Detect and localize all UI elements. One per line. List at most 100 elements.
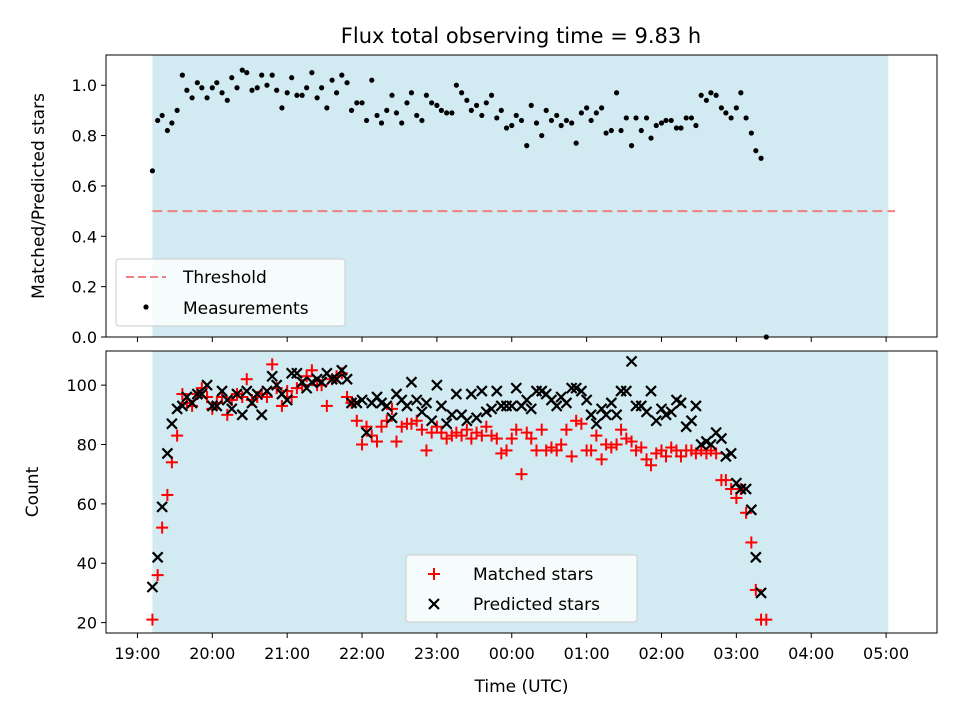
predicted-star-point bbox=[685, 414, 698, 427]
measurement-point bbox=[738, 90, 744, 96]
predicted-star-point bbox=[326, 373, 338, 385]
measurement-point bbox=[599, 105, 605, 111]
predicted-star-point bbox=[266, 370, 278, 383]
matched-star-point bbox=[665, 441, 678, 454]
predicted-star-point bbox=[470, 412, 483, 424]
matched-star-point bbox=[590, 429, 603, 442]
measurement-point bbox=[643, 115, 650, 121]
matched-star-point bbox=[380, 414, 393, 427]
matched-star-point bbox=[555, 438, 568, 451]
matched-star-point bbox=[600, 438, 613, 451]
predicted-star-point bbox=[476, 385, 488, 397]
predicted-star-point bbox=[255, 409, 268, 421]
matched-star-point bbox=[515, 468, 528, 481]
measurement-point bbox=[155, 117, 161, 124]
measurement-point bbox=[304, 85, 310, 91]
count-panel: 20 40 60 80 100 19:00 20:00 21:00 22:00 23:00 00:… bbox=[23, 350, 938, 697]
y-tick-label: 0.6 bbox=[72, 177, 97, 196]
predicted-star-point bbox=[640, 406, 653, 418]
x-tick-label: 20:00 bbox=[189, 644, 235, 663]
matched-star-point bbox=[540, 444, 553, 457]
matched-star-point bbox=[455, 429, 468, 442]
matched-star-point bbox=[620, 432, 633, 445]
matched-star-point bbox=[415, 423, 428, 436]
matched-star-point bbox=[525, 432, 538, 445]
predicted-star-point bbox=[176, 400, 189, 412]
measurement-point bbox=[693, 122, 699, 129]
measurement-point bbox=[174, 107, 180, 113]
matched-star-point bbox=[395, 420, 408, 433]
measurement-point bbox=[333, 90, 340, 96]
predicted-star-point bbox=[231, 388, 243, 400]
measurement-point bbox=[414, 112, 420, 119]
measurement-point bbox=[423, 92, 430, 98]
matched-star-point bbox=[290, 382, 303, 395]
measurement-point bbox=[254, 85, 260, 91]
predicted-star-point bbox=[341, 373, 353, 385]
measurement-point bbox=[638, 127, 644, 134]
predicted-star-point bbox=[510, 382, 523, 394]
x-tick-label: 05:00 bbox=[863, 644, 909, 663]
measurement-point bbox=[164, 127, 170, 134]
predicted-star-point bbox=[420, 397, 433, 409]
predicted-star-point bbox=[435, 400, 448, 412]
predicted-star-point bbox=[236, 409, 249, 421]
measurement-point bbox=[393, 110, 400, 116]
measurement-point bbox=[199, 85, 205, 91]
matched-star-point bbox=[161, 488, 174, 501]
matched-star-point bbox=[420, 444, 433, 457]
matched-star-point bbox=[710, 447, 723, 460]
measurement-point bbox=[204, 95, 210, 101]
matched-star-point bbox=[360, 420, 373, 433]
predicted-star-point bbox=[281, 394, 293, 406]
matched-star-point bbox=[565, 450, 578, 463]
predicted-star-point bbox=[461, 414, 473, 427]
threshold-legend-label: Threshold bbox=[182, 268, 267, 288]
predicted-star-point bbox=[520, 394, 533, 406]
predicted-star-point bbox=[580, 394, 593, 406]
predicted-star-point bbox=[410, 394, 423, 406]
measurement-point bbox=[509, 122, 515, 129]
measurement-point bbox=[728, 115, 734, 121]
matched-star-point bbox=[650, 447, 663, 460]
predicted-star-point bbox=[755, 587, 767, 599]
predicted-star-point bbox=[360, 426, 373, 439]
measurement-point bbox=[404, 100, 410, 106]
measurement-point bbox=[344, 80, 350, 86]
matched-star-point bbox=[719, 474, 732, 487]
measurement-points bbox=[149, 67, 769, 340]
matched-legend-marker bbox=[428, 568, 440, 580]
measurement-point bbox=[194, 80, 200, 86]
measurement-point bbox=[713, 92, 719, 98]
predicted-star-point bbox=[186, 397, 198, 409]
matched-star-point bbox=[570, 414, 583, 427]
predicted-star-point bbox=[405, 376, 418, 388]
predicted-star-point bbox=[221, 394, 234, 406]
measurement-point bbox=[369, 77, 375, 83]
measurement-point bbox=[488, 92, 495, 98]
measurement-point bbox=[234, 85, 240, 91]
measurement-point bbox=[219, 90, 225, 96]
measurement-point bbox=[663, 117, 669, 124]
measurement-point bbox=[149, 168, 156, 174]
predicted-star-point bbox=[600, 409, 612, 421]
matched-star-point bbox=[365, 429, 378, 442]
matched-star-point bbox=[221, 408, 234, 421]
measurement-point bbox=[279, 105, 285, 111]
predicted-legend-label: Predicted stars bbox=[473, 595, 600, 615]
predicted-star-point bbox=[565, 382, 578, 394]
measurement-point bbox=[673, 125, 680, 131]
matched-star-point bbox=[505, 432, 518, 445]
matched-star-point bbox=[689, 447, 702, 460]
measurement-point bbox=[468, 107, 474, 113]
predicted-star-point bbox=[401, 400, 413, 412]
measurement-point bbox=[618, 127, 624, 134]
predicted-star-point bbox=[610, 409, 623, 421]
predicted-star-point bbox=[431, 379, 443, 391]
x-tick-label: 03:00 bbox=[713, 644, 759, 663]
measurement-point bbox=[603, 130, 609, 136]
measurement-point bbox=[588, 117, 594, 124]
top-legend: Threshold Measurements bbox=[115, 258, 346, 327]
predicted-star-point bbox=[261, 385, 273, 397]
